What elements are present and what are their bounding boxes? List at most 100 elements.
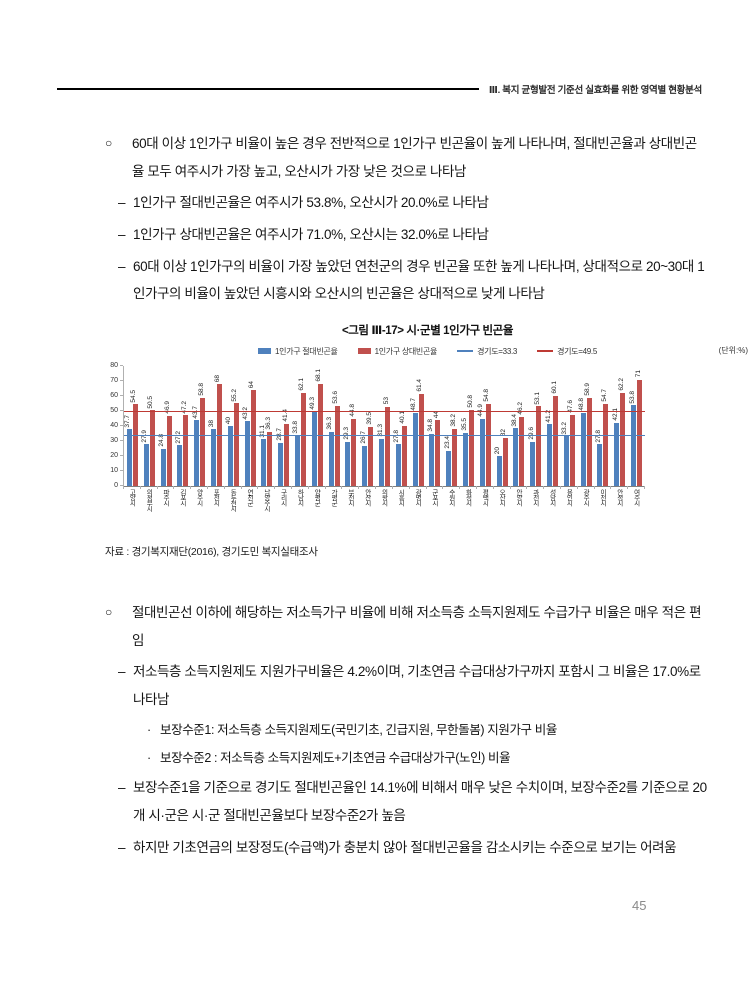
sub-bullet-text: 하지만 기초연금의 보장정도(수급액)가 충분치 않아 절대빈곤율을 감소시키는… <box>133 839 677 855</box>
bar-relative-poverty <box>250 390 256 487</box>
x-axis-tick <box>257 486 259 490</box>
x-axis-label: 구리시 <box>279 489 287 506</box>
bar-value-label: 29.3 <box>342 427 350 441</box>
dash-marker: – <box>118 780 126 796</box>
x-axis-tick <box>610 486 612 490</box>
bar-absolute-poverty <box>530 441 536 487</box>
x-axis-tick <box>526 486 528 490</box>
figure-title: <그림 Ⅲ-17> 시·군별 1인가구 빈곤율 <box>341 325 514 338</box>
bar-value-label: 35.5 <box>460 418 468 431</box>
bar-absolute-poverty <box>446 450 452 487</box>
bar-absolute-poverty <box>194 420 200 487</box>
x-axis-label: 오산시 <box>497 489 505 506</box>
bar-value-label: 50.8 <box>466 395 474 408</box>
bar-relative-poverty <box>183 415 189 487</box>
header-rule <box>57 88 479 90</box>
bar-relative-poverty <box>452 428 458 487</box>
bar-value-label: 34.8 <box>426 419 434 432</box>
y-tick-mark <box>120 440 123 442</box>
bar-absolute-poverty <box>143 444 149 487</box>
bar-absolute-poverty <box>345 442 351 487</box>
legend-swatch-bar <box>357 348 371 355</box>
bar-value-label: 44 <box>432 410 440 419</box>
sub-bullet-item: – 60대 이상 1인가구의 비율이 가장 높았던 연천군의 경우 빈곤율 또한… <box>118 253 707 308</box>
sub-bullet-item: – 저소득층 소득지원제도 지원가구비율은 4.2%이며, 기초연금 수급대상가… <box>118 658 707 713</box>
bar-value-label: 48.8 <box>578 398 586 411</box>
bar-value-label: 58.8 <box>197 383 205 396</box>
bar-value-label: 33.2 <box>561 421 569 435</box>
bar-value-label: 33.8 <box>292 420 300 434</box>
x-axis-tick <box>576 486 578 490</box>
bar-value-label: 40.1 <box>399 411 407 424</box>
sub-bullet-text: 60대 이상 1인가구의 비율이 가장 높았던 연천군의 경우 빈곤율 또한 높… <box>133 258 705 302</box>
bar-absolute-poverty <box>614 422 620 487</box>
bar-relative-poverty <box>132 404 138 487</box>
bullet-item: ○ 절대빈곤선 이하에 해당하는 저소득가구 비율에 비해 저소득층 소득지원제… <box>105 599 707 654</box>
x-axis-tick <box>408 486 410 490</box>
bar-relative-poverty <box>502 438 508 487</box>
bar-relative-poverty <box>435 420 441 487</box>
bar-chart: 1인가구 절대빈곤율 1인가구 상대빈곤율 경기도=33.3 경기도=49.5 (단위… <box>105 344 750 528</box>
bar-value-label: 53 <box>382 397 390 405</box>
bar-absolute-poverty <box>261 439 267 487</box>
y-tick-mark <box>120 485 123 487</box>
x-axis-label: 동두천시 <box>228 489 236 512</box>
bar-value-label: 53.6 <box>332 390 340 404</box>
bar-value-label: 62.1 <box>298 378 306 391</box>
bar-value-label: 43.2 <box>242 406 250 420</box>
y-tick-label: 0 <box>114 482 118 490</box>
bar-value-label: 38 <box>208 419 216 428</box>
legend-swatch-line <box>457 350 474 353</box>
legend-label: 경기도=49.5 <box>557 346 597 356</box>
x-axis-label: 안양시 <box>514 489 522 506</box>
bar-relative-poverty <box>385 406 390 487</box>
chart-plot: 37.727.924.827.243.7384043.231.128.733.8… <box>123 366 645 488</box>
x-axis-label: 양평군 <box>312 489 320 506</box>
y-tick-mark <box>120 395 123 397</box>
legend-item: 경기도=49.5 <box>537 346 597 357</box>
x-axis-tick <box>475 486 477 490</box>
sub-sub-bullet-item: · 보장수준1: 저소득층 소득지원제도(국민기초, 긴급지원, 무한돌봄) 지… <box>147 718 707 742</box>
bullet-text: 60대 이상 1인가구 비율이 높은 경우 전반적으로 1인가구 빈곤율이 높게… <box>132 136 697 179</box>
sub-sub-bullet-text: 보장수준2 : 저소득층 소득지원제도+기초연금 수급대상가구(노인) 비율 <box>160 751 511 766</box>
sub-sub-bullet-item: · 보장수준2 : 저소득층 소득지원제도+기초연금 수급대상가구(노인) 비율 <box>147 746 707 770</box>
bar-value-label: 53.8 <box>628 390 636 404</box>
x-axis-label: 용인시 <box>564 489 572 506</box>
bar-absolute-poverty <box>328 431 334 487</box>
x-axis-tick <box>509 486 511 490</box>
x-axis-label: 연천군 <box>245 489 253 506</box>
x-axis-tick <box>442 486 444 490</box>
bar-value-label: 49.3 <box>309 397 317 411</box>
bar-absolute-poverty <box>580 412 586 487</box>
y-tick-label: 30 <box>110 437 118 445</box>
bar-relative-poverty <box>586 397 592 487</box>
bar-relative-poverty <box>620 392 626 487</box>
bar-relative-poverty <box>519 416 525 487</box>
x-axis-label: 평택시 <box>480 489 488 506</box>
y-axis: 0 10 20 30 40 50 60 70 80 <box>105 362 123 490</box>
bullet-item: ○ 60대 이상 1인가구 비율이 높은 경우 전반적으로 1인가구 빈곤율이 … <box>105 130 707 185</box>
figure: <그림 Ⅲ-17> 시·군별 1인가구 빈곤율 1인가구 절대빈곤율 1인가구 상… <box>105 322 750 559</box>
x-axis-tick <box>593 486 595 490</box>
bar-value-label: 68.1 <box>315 369 323 382</box>
sub-sub-bullet-text: 보장수준1: 저소득층 소득지원제도(국민기초, 긴급지원, 무한돌봄) 지원가… <box>160 722 557 737</box>
bar-absolute-poverty <box>126 429 132 487</box>
bar-relative-poverty <box>317 383 323 487</box>
legend-item: 1인가구 절대빈곤율 <box>258 346 338 357</box>
y-tick-label: 10 <box>110 467 118 475</box>
x-axis-tick <box>459 486 461 490</box>
x-axis-label: 고양시 <box>127 489 135 506</box>
sub-bullet-text: 1인가구 절대빈곤율은 여주시가 53.8%, 오산시가 20.0%로 나타남 <box>133 195 489 211</box>
circle-bullet-marker: ○ <box>105 605 112 620</box>
bar-value-label: 38.2 <box>449 414 457 427</box>
dot-marker: · <box>147 722 151 737</box>
page-number: 45 <box>632 898 647 913</box>
x-axis-labels: 고양시 의정부시 파주시 김포시 양주시 포천시 동두천시 연천군 남양주시 구리시 하남시 양평군 가… <box>123 486 645 528</box>
bar-value-label: 26.7 <box>359 431 367 444</box>
y-tick-mark <box>120 380 123 382</box>
x-axis-label: 파주시 <box>161 489 169 506</box>
x-axis-label: 양주시 <box>195 489 203 506</box>
x-axis-label: 성남시 <box>548 489 556 506</box>
